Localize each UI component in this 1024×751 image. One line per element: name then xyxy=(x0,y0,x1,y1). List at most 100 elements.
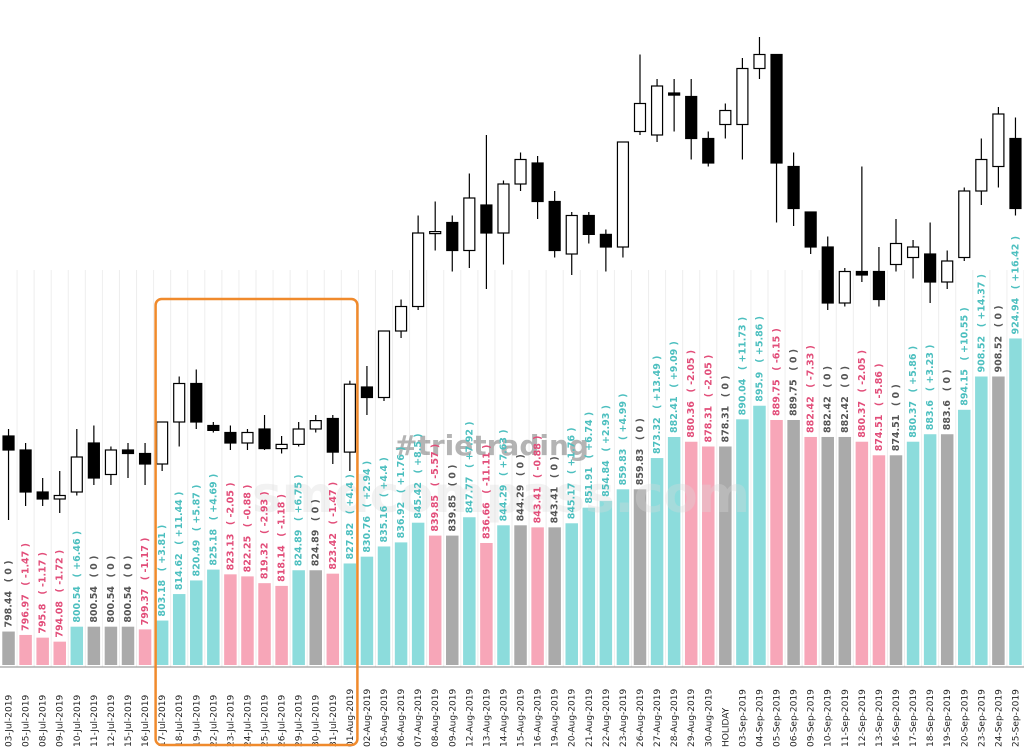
bar-value-label: 820.49 xyxy=(191,540,202,577)
bar-value-label: 827.82 xyxy=(345,523,356,560)
bar-change-label: ( +6.75 ) xyxy=(294,474,305,521)
bar xyxy=(889,455,903,665)
x-tick-label: 19-Jul-2019 xyxy=(192,695,202,747)
bar-value-label: 823.42 xyxy=(328,533,339,570)
candle-body xyxy=(1009,137,1022,210)
bar-value-label: 924.94 xyxy=(1010,297,1021,334)
candlesticks xyxy=(2,37,1022,520)
x-tick-label: 11-Jul-2019 xyxy=(90,695,100,747)
bar-change-label: ( +11.73 ) xyxy=(737,317,748,370)
bar-change-label: ( +6.46 ) xyxy=(72,531,83,578)
close-bars xyxy=(2,338,1022,665)
bar-change-label: ( +2.94 ) xyxy=(362,461,373,508)
bar-change-label: ( 0 ) xyxy=(123,556,134,578)
x-tick-label: 30-Jul-2019 xyxy=(312,695,322,747)
bar-value-label: 798.44 xyxy=(4,590,15,627)
bar xyxy=(702,446,715,665)
bar-value-label: 803.18 xyxy=(157,580,168,617)
bar-value-label: 819.32 xyxy=(260,542,271,579)
bar-change-label: ( -2.05 ) xyxy=(703,355,714,398)
bar xyxy=(172,594,186,665)
bar xyxy=(121,626,135,665)
bar-change-label: ( 0 ) xyxy=(823,366,834,388)
bar xyxy=(736,419,749,665)
bar xyxy=(497,525,510,665)
x-tick-label: 03-Sep-2019 xyxy=(738,689,748,747)
candle-body xyxy=(241,431,254,444)
bar xyxy=(275,585,288,665)
bar xyxy=(480,542,493,665)
bar-change-label: ( -0.88 ) xyxy=(242,484,253,527)
bar-change-label: ( 0 ) xyxy=(311,499,322,521)
bar-value-label: 844.29 xyxy=(516,485,527,522)
bar-change-label: ( +5.87 ) xyxy=(191,485,202,532)
candle-body xyxy=(736,67,749,126)
x-tick-label: 13-Aug-2019 xyxy=(482,688,492,747)
bar-change-label: ( +4.99 ) xyxy=(618,393,629,440)
bar-change-label: ( -1.17 ) xyxy=(38,552,49,595)
bar-change-label: ( +1.76 ) xyxy=(396,446,407,493)
bar-value-label: 795.8 xyxy=(38,603,49,633)
x-tick-label: 31-Jul-2019 xyxy=(329,695,339,747)
x-tick-label: 07-Aug-2019 xyxy=(414,688,424,747)
bar-value-label: 836.92 xyxy=(396,502,407,539)
bar-change-label: ( +5.86 ) xyxy=(754,316,765,363)
bar xyxy=(787,419,800,665)
candle-body xyxy=(394,305,408,332)
bar xyxy=(138,629,152,665)
x-tick-label: 16-Jul-2019 xyxy=(141,695,151,747)
bar-change-label: ( -1.47 ) xyxy=(21,543,32,586)
x-tick-label: 09-Aug-2019 xyxy=(448,688,458,747)
bar xyxy=(1009,338,1022,665)
bar-value-label: 889.75 xyxy=(789,379,800,416)
bar-change-label: ( 0 ) xyxy=(840,366,851,388)
bar-change-label: ( 0 ) xyxy=(942,369,953,391)
bar-value-label: 880.37 xyxy=(857,401,868,438)
bar-value-label: 796.97 xyxy=(21,594,32,631)
bar-value-label: 882.41 xyxy=(669,396,680,433)
bar xyxy=(104,626,118,665)
candle-body xyxy=(156,421,169,465)
bar xyxy=(53,641,66,665)
bar xyxy=(804,436,817,665)
x-tick-label: 27-Aug-2019 xyxy=(653,688,663,747)
candle-body xyxy=(497,183,510,234)
bar-value-label: 859.83 xyxy=(635,449,646,486)
bar xyxy=(599,500,613,665)
bar xyxy=(36,637,49,665)
x-tick-label: 05-Sep-2019 xyxy=(773,689,783,747)
bar-change-label: ( -1.17 ) xyxy=(140,538,151,581)
bar-value-label: 835.16 xyxy=(379,505,390,542)
bar-value-label: 874.51 xyxy=(874,415,885,452)
x-tick-label: 23-Sep-2019 xyxy=(977,689,987,747)
candle-body xyxy=(224,431,237,444)
candle-body xyxy=(531,162,544,203)
x-tick-label: 22-Jul-2019 xyxy=(209,695,219,747)
candle-body xyxy=(514,158,527,185)
candle-body xyxy=(548,200,561,252)
x-tick-label: 19-Sep-2019 xyxy=(943,689,953,747)
x-tick-label: 29-Aug-2019 xyxy=(687,688,697,747)
x-tick-label: 10-Jul-2019 xyxy=(73,695,83,747)
bar-value-label: 880.36 xyxy=(686,401,697,438)
bar-change-label: ( +13.49 ) xyxy=(652,356,663,409)
bar xyxy=(241,576,254,665)
x-tick-label: 18-Jul-2019 xyxy=(175,695,185,747)
x-tick-label: 06-Aug-2019 xyxy=(397,688,407,747)
candle-body xyxy=(668,92,681,96)
bar xyxy=(633,489,647,665)
candle-body xyxy=(941,260,954,283)
bar-change-label: ( -7.33 ) xyxy=(806,345,817,388)
bar-change-label: ( -2.93 ) xyxy=(260,491,271,534)
bar-change-label: ( +4.69 ) xyxy=(208,474,219,521)
x-tick-label: 28-Aug-2019 xyxy=(670,688,680,747)
candle-body xyxy=(19,449,32,493)
bar xyxy=(975,376,988,665)
bar xyxy=(463,517,476,665)
x-tick-label: 12-Aug-2019 xyxy=(465,688,475,747)
bar xyxy=(190,580,203,665)
x-tick-label: 18-Sep-2019 xyxy=(926,689,936,747)
bar-change-label: ( -1.72 ) xyxy=(55,550,66,593)
candle-body xyxy=(650,85,664,136)
